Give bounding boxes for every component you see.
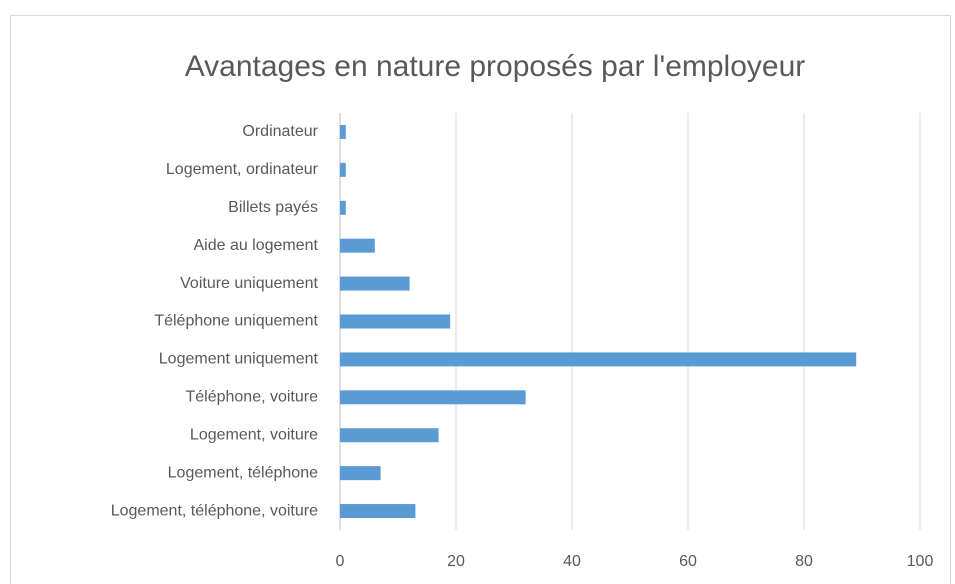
bar: [340, 466, 381, 481]
y-tick-label: Logement, téléphone, voiture: [111, 502, 318, 519]
bar: [340, 504, 416, 519]
chart-border: [10, 15, 951, 584]
bar: [340, 352, 857, 367]
x-tick-label: 80: [795, 553, 813, 570]
chart-title: Avantages en nature proposés par l'emplo…: [185, 50, 806, 83]
y-tick-label: Aide au logement: [193, 237, 318, 254]
x-tick-label: 100: [907, 553, 934, 570]
bar: [340, 124, 346, 139]
y-tick-label: Téléphone uniquement: [154, 313, 318, 330]
x-tick-label: 0: [336, 553, 345, 570]
y-tick-label: Logement, ordinateur: [166, 161, 319, 178]
bar: [340, 276, 410, 291]
x-tick-label: 60: [679, 553, 697, 570]
y-tick-label: Logement, voiture: [190, 426, 318, 443]
bar: [340, 314, 451, 329]
y-tick-label: Billets payés: [228, 199, 318, 216]
y-tick-label: Logement uniquement: [159, 351, 319, 368]
bar: [340, 428, 439, 443]
bar: [340, 390, 526, 405]
y-tick-label: Ordinateur: [242, 123, 318, 140]
y-tick-label: Téléphone, voiture: [185, 389, 318, 406]
bar: [340, 200, 346, 215]
bar: [340, 162, 346, 177]
x-tick-label: 20: [447, 553, 465, 570]
y-tick-label: Logement, téléphone: [168, 464, 318, 481]
y-tick-label: Voiture uniquement: [180, 275, 318, 292]
bar: [340, 238, 375, 253]
x-tick-label: 40: [563, 553, 581, 570]
